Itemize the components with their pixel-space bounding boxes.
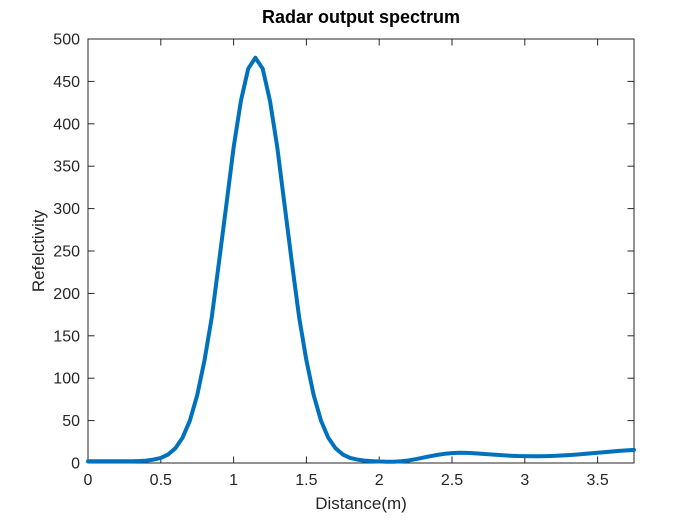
y-tick-label: 300 [53, 201, 80, 218]
x-tick-label: 3.5 [586, 472, 608, 489]
x-tick-label: 2 [375, 472, 384, 489]
x-tick-label: 1.5 [295, 472, 317, 489]
x-tick-label: 0.5 [150, 472, 172, 489]
y-tick-label: 100 [53, 371, 80, 388]
x-axis-label: Distance(m) [315, 494, 407, 513]
y-tick-label: 0 [71, 456, 80, 473]
x-tick-label: 3 [520, 472, 529, 489]
y-tick-label: 400 [53, 116, 80, 133]
plot-box [87, 38, 635, 464]
y-tick-label: 350 [53, 159, 80, 176]
chart-title: Radar output spectrum [261, 7, 461, 27]
y-tick-label: 500 [53, 32, 80, 49]
y-axis-label: Refelctivity [29, 209, 48, 293]
x-tick-label: 2.5 [441, 472, 463, 489]
x-tick-label: 0 [84, 472, 93, 489]
y-tick-label: 50 [62, 413, 80, 430]
y-tick-label: 200 [53, 286, 80, 303]
y-tick-label: 450 [53, 74, 80, 91]
x-tick-label: 1 [229, 472, 238, 489]
data-line-series [86, 55, 636, 464]
y-tick-label: 250 [53, 244, 80, 261]
y-tick-label: 150 [53, 328, 80, 345]
